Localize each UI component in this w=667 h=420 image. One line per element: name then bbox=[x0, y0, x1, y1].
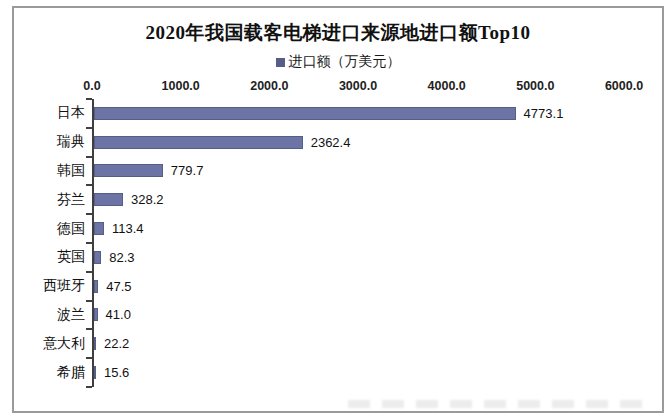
x-axis-tick-label: 2000.0 bbox=[250, 79, 288, 93]
x-axis-tick-label: 6000.0 bbox=[605, 79, 643, 93]
value-label: 328.2 bbox=[131, 192, 164, 207]
value-label: 41.0 bbox=[106, 307, 131, 322]
category-label: 意大利 bbox=[14, 329, 92, 358]
value-label: 2362.4 bbox=[311, 135, 351, 150]
legend: 进口额（万美元） bbox=[14, 53, 662, 71]
bar bbox=[94, 280, 98, 293]
legend-swatch-icon bbox=[276, 58, 285, 67]
bar-row: 41.0 bbox=[94, 301, 624, 330]
bar-row: 15.6 bbox=[94, 358, 624, 387]
bar-row: 82.3 bbox=[94, 243, 624, 272]
category-label: 希腊 bbox=[14, 358, 92, 387]
category-label: 西班牙 bbox=[14, 272, 92, 301]
bar-row: 47.5 bbox=[94, 272, 624, 301]
bar bbox=[94, 308, 98, 321]
value-label: 15.6 bbox=[104, 365, 129, 380]
x-axis-tick-label: 1000.0 bbox=[162, 79, 200, 93]
value-label: 22.2 bbox=[104, 336, 129, 351]
x-axis: 0.01000.02000.03000.04000.05000.06000.0 bbox=[92, 79, 624, 96]
bar bbox=[94, 136, 303, 149]
bar bbox=[94, 107, 516, 120]
bar bbox=[94, 251, 101, 264]
bar-row: 328.2 bbox=[94, 185, 624, 214]
value-label: 779.7 bbox=[171, 163, 204, 178]
value-label: 47.5 bbox=[106, 279, 131, 294]
plot-area: 日本瑞典韩国芬兰德国英国西班牙波兰意大利希腊 4773.1 2362.4 779.7… bbox=[14, 99, 624, 387]
category-label: 日本 bbox=[14, 99, 92, 128]
bar bbox=[94, 366, 96, 379]
category-label: 英国 bbox=[14, 243, 92, 272]
bar-row: 22.2 bbox=[94, 329, 624, 358]
value-label: 82.3 bbox=[109, 250, 134, 265]
plot-rows: 4773.1 2362.4 779.7 328.2 113.4 82.3 47.5 41.0 2… bbox=[92, 99, 624, 387]
value-label: 4773.1 bbox=[524, 106, 564, 121]
x-axis-tick-label: 4000.0 bbox=[428, 79, 466, 93]
x-axis-tick-label: 3000.0 bbox=[339, 79, 377, 93]
category-label: 韩国 bbox=[14, 157, 92, 186]
bar-row: 2362.4 bbox=[94, 128, 624, 157]
bar-row: 4773.1 bbox=[94, 99, 624, 128]
x-axis-tick-label: 5000.0 bbox=[516, 79, 554, 93]
value-label: 113.4 bbox=[112, 221, 144, 236]
bar bbox=[94, 193, 123, 206]
category-label: 德国 bbox=[14, 214, 92, 243]
bar-row: 113.4 bbox=[94, 214, 624, 243]
x-axis-tick-label: 0.0 bbox=[83, 79, 100, 93]
category-label: 波兰 bbox=[14, 301, 92, 330]
bar bbox=[94, 337, 96, 350]
chart-title: 2020年我国载客电梯进口来源地进口额Top10 bbox=[14, 20, 662, 46]
chart-frame: 2020年我国载客电梯进口来源地进口额Top10 进口额（万美元） 0.0 100… bbox=[12, 6, 664, 413]
category-labels: 日本瑞典韩国芬兰德国英国西班牙波兰意大利希腊 bbox=[14, 99, 92, 387]
bar bbox=[94, 164, 163, 177]
bar bbox=[94, 222, 104, 235]
bar-row: 779.7 bbox=[94, 157, 624, 186]
category-label: 芬兰 bbox=[14, 185, 92, 214]
category-label: 瑞典 bbox=[14, 128, 92, 157]
legend-label: 进口额（万美元） bbox=[289, 53, 401, 71]
watermark bbox=[348, 400, 648, 408]
